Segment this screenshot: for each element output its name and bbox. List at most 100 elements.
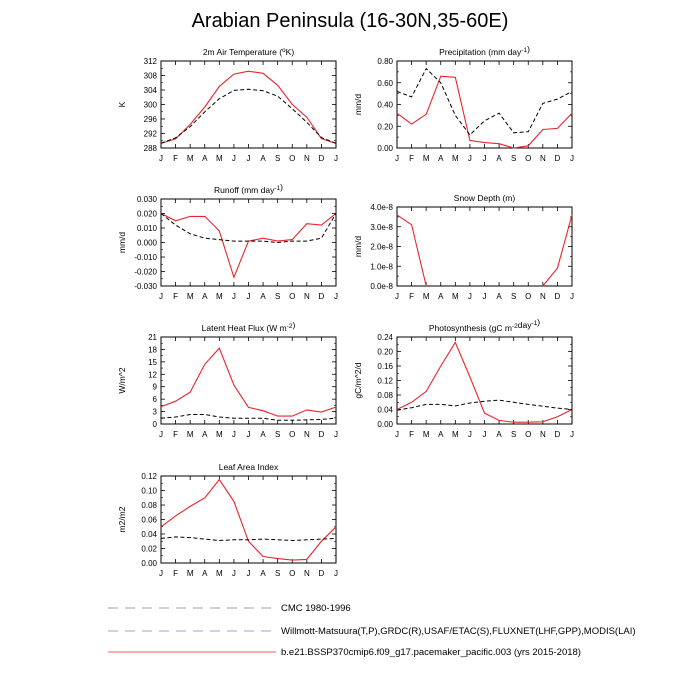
y-tick-label: 0.030 — [137, 195, 158, 204]
x-tick-label: O — [289, 569, 295, 578]
plot-frame — [160, 475, 337, 564]
x-tick-label: M — [216, 430, 223, 439]
x-tick-label: D — [555, 292, 561, 301]
x-tick-label: J — [468, 292, 472, 301]
x-tick-label: J — [232, 154, 236, 163]
x-tick-label: J — [247, 430, 251, 439]
y-tick-label: 0.000 — [137, 239, 158, 248]
x-tick-label: M — [216, 154, 223, 163]
x-tick-label: A — [438, 154, 444, 163]
x-tick-label: J — [232, 569, 236, 578]
y-tick-label: 288 — [144, 144, 158, 153]
x-tick-label: J — [334, 430, 338, 439]
x-tick-label: A — [438, 430, 444, 439]
x-tick-label: S — [511, 154, 516, 163]
y-tick-label: 0.08 — [141, 501, 157, 510]
x-tick-label: O — [289, 154, 295, 163]
y-tick-label: 1.0e-8 — [370, 262, 393, 271]
x-tick-label: N — [304, 569, 310, 578]
x-tick-label: D — [555, 430, 561, 439]
x-tick-label: J — [483, 154, 487, 163]
series-line-model — [160, 70, 337, 144]
x-tick-label: J — [483, 292, 487, 301]
x-tick-label: J — [334, 292, 338, 301]
x-tick-label: J — [247, 569, 251, 578]
series-line-obs — [160, 536, 337, 542]
x-tick-label: M — [187, 154, 194, 163]
chart-title: Leaf Area Index — [219, 462, 279, 472]
x-tick-label: O — [525, 292, 531, 301]
y-tick-label: 0.80 — [377, 57, 393, 66]
x-tick-label: M — [216, 292, 223, 301]
x-tick-label: S — [511, 292, 516, 301]
x-tick-label: A — [260, 430, 266, 439]
x-tick-label: A — [496, 292, 502, 301]
series-line-model — [396, 75, 573, 149]
x-tick-label: J — [395, 292, 399, 301]
chart-panel-lai: Leaf Area Index 0.00 0.02 0.04 0.06 0.08 0.10 0… — [117, 462, 338, 578]
x-tick-label: N — [540, 430, 546, 439]
x-tick-label: J — [232, 292, 236, 301]
y-tick-label: 292 — [144, 130, 158, 139]
x-tick-label: A — [496, 430, 502, 439]
y-tick-label: 0.12 — [377, 377, 393, 386]
y-tick-label: -0.030 — [134, 282, 157, 291]
x-tick-label: O — [525, 430, 531, 439]
series-line-model — [160, 347, 337, 417]
x-tick-label: D — [319, 292, 325, 301]
y-axis-label: m2/m2 — [117, 506, 127, 532]
y-tick-label: 0.24 — [377, 333, 393, 342]
series-line-obs — [160, 88, 337, 144]
x-tick-label: M — [452, 292, 459, 301]
y-tick-label: 0.10 — [141, 487, 157, 496]
x-tick-label: F — [409, 154, 414, 163]
y-tick-label: 296 — [144, 115, 158, 124]
x-tick-label: A — [260, 569, 266, 578]
y-tick-label: 0.02 — [141, 545, 157, 554]
y-tick-label: 2.0e-8 — [370, 243, 393, 252]
x-tick-label: M — [452, 430, 459, 439]
x-tick-label: F — [409, 430, 414, 439]
x-tick-label: A — [438, 292, 444, 301]
series-line-obs — [160, 414, 337, 421]
x-tick-label: J — [395, 430, 399, 439]
y-tick-label: 308 — [144, 72, 158, 81]
x-tick-label: M — [187, 292, 194, 301]
x-tick-label: O — [525, 154, 531, 163]
x-tick-label: A — [202, 154, 208, 163]
y-tick-label: 0.16 — [377, 362, 393, 371]
y-tick-label: 0 — [153, 420, 158, 429]
series-line-model — [542, 214, 573, 287]
x-tick-label: J — [334, 569, 338, 578]
chart-title: Latent Heat Flux (W m-2) — [202, 320, 296, 333]
y-tick-label: 21 — [148, 333, 157, 342]
chart-panel-snow: Snow Depth (m) 0.0e-8 1.0e-8 2.0e-8 3.0e-8 4.… — [353, 193, 574, 301]
x-tick-label: J — [395, 154, 399, 163]
x-tick-label: M — [216, 569, 223, 578]
x-tick-label: S — [275, 430, 280, 439]
y-tick-label: 0.04 — [141, 530, 157, 539]
y-axis-label: mm/d — [117, 232, 127, 254]
series-line-obs — [396, 67, 573, 136]
page-title: Arabian Peninsula (16-30N,35-60E) — [191, 10, 509, 32]
y-tick-label: 0.020 — [137, 210, 158, 219]
y-tick-label: 312 — [144, 57, 158, 66]
x-tick-label: J — [159, 292, 163, 301]
x-tick-label: F — [173, 292, 178, 301]
x-tick-label: J — [159, 154, 163, 163]
y-tick-label: 0.0e-8 — [370, 282, 393, 291]
x-tick-label: A — [202, 292, 208, 301]
x-tick-label: F — [173, 154, 178, 163]
x-tick-label: F — [409, 292, 414, 301]
x-tick-label: J — [570, 292, 574, 301]
x-tick-label: D — [555, 154, 561, 163]
legend-label: CMC 1980-1996 — [281, 603, 351, 614]
y-axis-label: gC/m^2/d — [353, 362, 363, 398]
x-tick-label: D — [319, 154, 325, 163]
x-tick-label: D — [319, 569, 325, 578]
x-tick-label: N — [304, 292, 310, 301]
chart-title: 2m Air Temperature (oK) — [203, 47, 295, 57]
y-tick-label: 300 — [144, 101, 158, 110]
chart-title: Runoff (mm day-1) — [214, 182, 283, 195]
